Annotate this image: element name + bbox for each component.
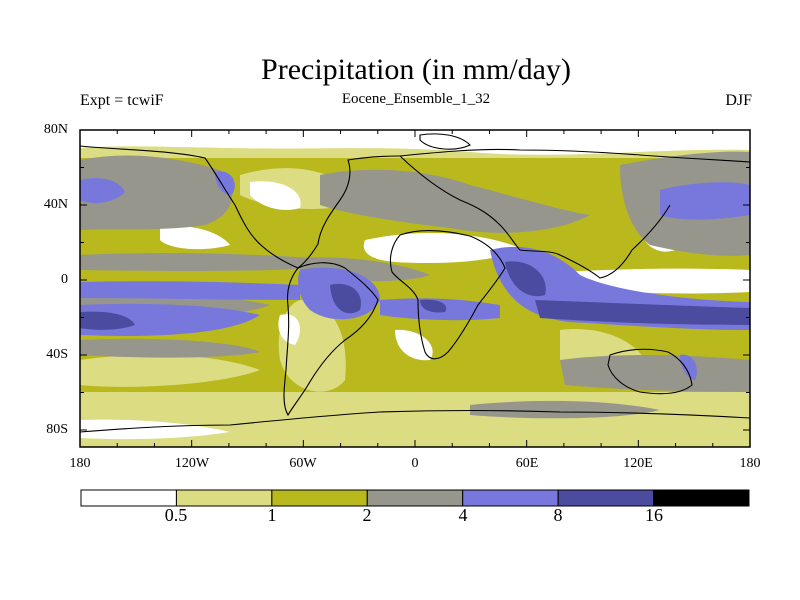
colorbar [80,489,750,507]
colorbar-swatch [462,489,559,507]
lon-label-60w: 60W [289,456,317,471]
lon-label-180w: 180 [69,456,91,471]
axis-ticks [79,129,751,447]
colorbar-label-2: 2 [362,505,372,525]
lon-label-120e: 120E [623,456,653,471]
colorbar-label-4: 4 [458,505,468,525]
precipitation-field [80,130,750,447]
coast-africa [389,230,506,360]
lon-label-0: 0 [411,456,419,471]
lon-label-180e: 180 [739,456,761,471]
lon-label-120w: 120W [174,456,210,471]
season-label: DJF [725,92,752,109]
lat-label-40s: 40S [46,347,68,362]
lat-label-0: 0 [61,272,68,287]
lon-label-60e: 60E [515,456,539,471]
field-dark-blue [80,261,750,330]
colorbar-swatch [175,489,273,507]
colorbar-label-16: 16 [645,505,663,525]
coast-north-america [80,145,401,269]
coastlines [80,133,750,433]
colorbar-label-0-5: 0.5 [164,505,188,525]
colorbar-swatch [366,489,464,507]
coast-eurasia [399,148,750,279]
coast-australia [607,348,693,395]
coast-greenland [419,133,471,150]
ensemble-label: Eocene_Ensemble_1_32 [341,91,491,107]
colorbar-swatch [653,489,750,507]
map-title: Precipitation (in mm/day) [261,53,571,86]
coast-south-america [283,262,379,417]
colorbar-label-1: 1 [267,505,277,525]
lat-label-40n: 40N [43,197,68,212]
colorbar-swatch [271,489,368,507]
coast-antarctica [80,409,750,433]
colorbar-swatch [80,489,177,507]
experiment-label: Expt = tcwiF [80,92,164,109]
colorbar-swatch [557,489,655,507]
colorbar-label-8: 8 [553,505,563,525]
lat-label-80s: 80S [46,422,68,437]
lat-label-80n: 80N [43,122,68,137]
